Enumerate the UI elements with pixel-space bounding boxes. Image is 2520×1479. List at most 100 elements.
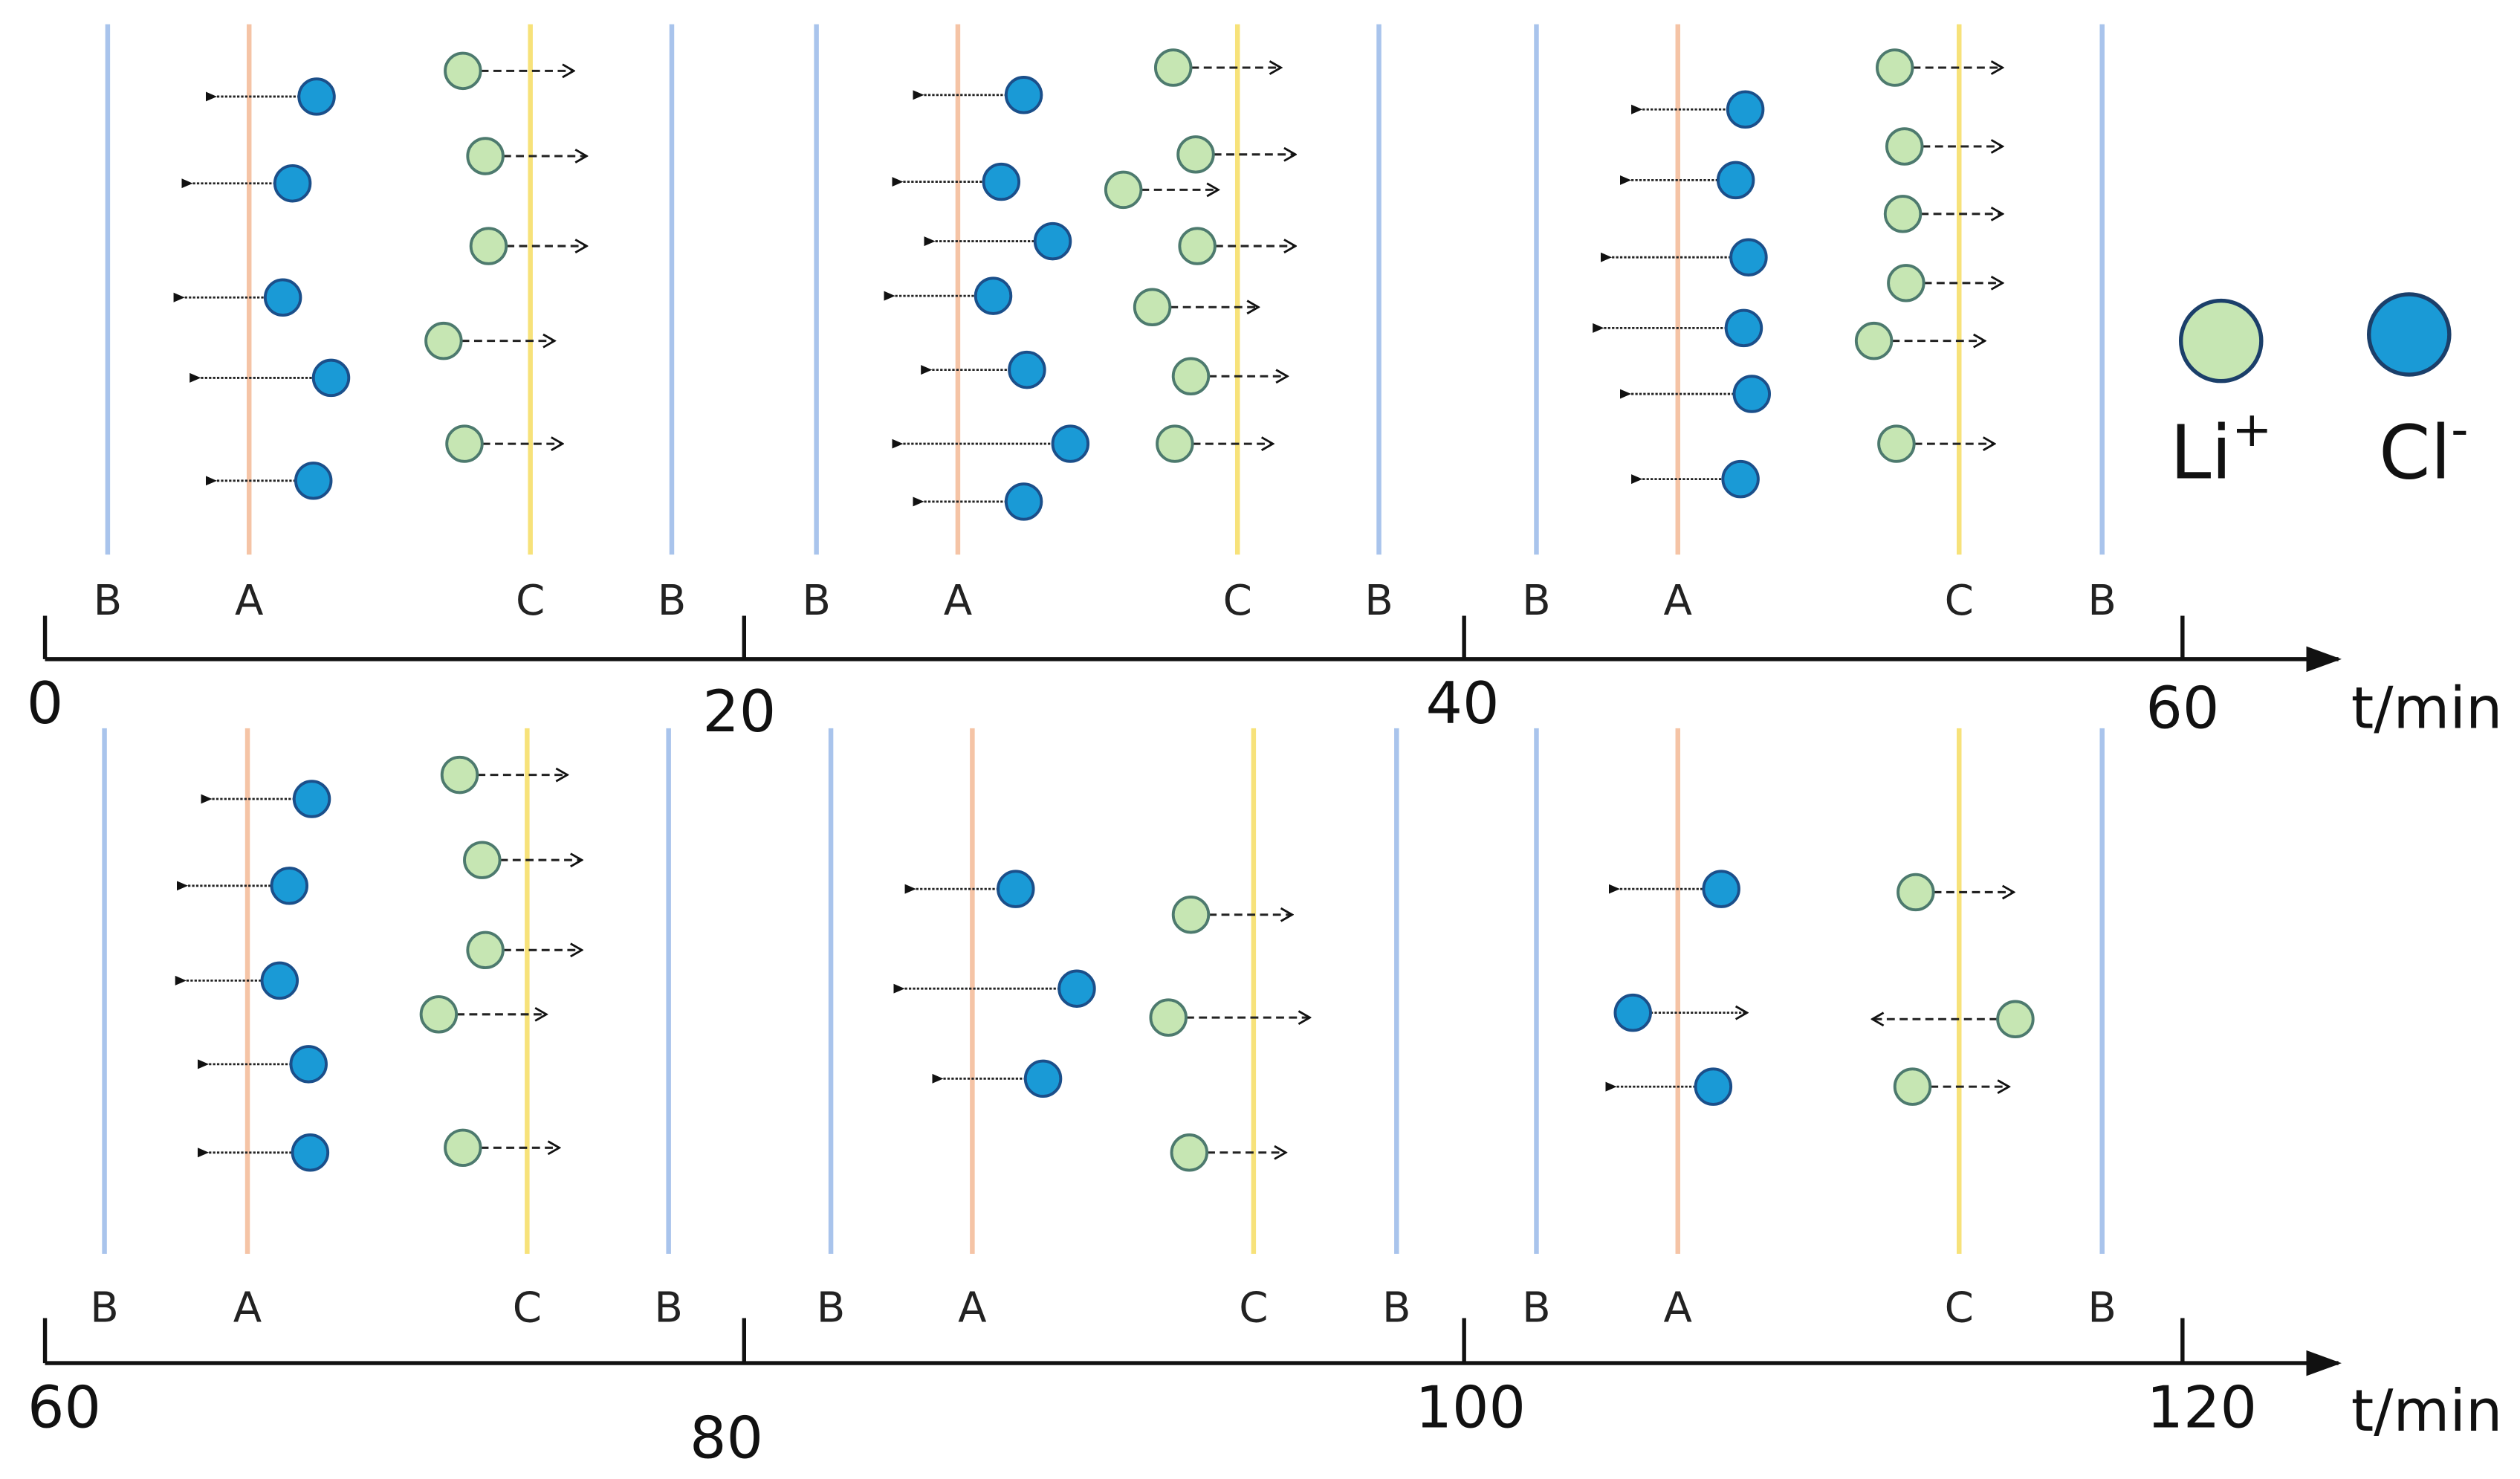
cl-ion (260, 961, 299, 1000)
li-ion (1149, 998, 1188, 1037)
time-tick-label: 0 (27, 670, 64, 737)
li-ion (1170, 1133, 1209, 1172)
li-ion (1176, 135, 1215, 174)
membrane-label: A (958, 1284, 986, 1332)
cl-ion (1726, 90, 1765, 129)
membrane-label: A (1664, 1284, 1692, 1332)
legend-li (2178, 298, 2264, 383)
li-ion (1133, 288, 1172, 326)
cl-ion (1057, 969, 1096, 1008)
membrane-label: B (90, 1284, 119, 1332)
membrane-label: B (654, 1284, 683, 1332)
legend-charge: + (2232, 402, 2272, 458)
cl-ion (1051, 424, 1090, 463)
li-ion (444, 1128, 482, 1168)
cl-ion (289, 1045, 328, 1084)
li-ion (1171, 357, 1211, 395)
membrane-label: C (1239, 1284, 1268, 1332)
cl-ion (311, 358, 351, 398)
cl-ion (974, 276, 1013, 315)
cl-ion (297, 77, 336, 116)
axis-unit: t/min (2351, 1378, 2503, 1445)
cl-ion (291, 1133, 330, 1172)
membrane-label: C (516, 577, 545, 625)
li-ion (1877, 424, 1916, 463)
li-ion (444, 51, 482, 91)
cl-ion (982, 162, 1021, 201)
cl-ion (1716, 161, 1755, 200)
legend-symbol: Li (2170, 411, 2232, 496)
cl-ion (997, 870, 1035, 908)
li-ion (1996, 1000, 2035, 1039)
cl-ion (1694, 1067, 1733, 1106)
li-ion (1178, 227, 1217, 265)
li-ion (1171, 895, 1211, 934)
legend-symbol: Cl (2379, 411, 2451, 496)
cl-ion (1613, 993, 1652, 1032)
cl-ion (1004, 482, 1043, 521)
membrane-label: C (513, 1284, 542, 1332)
cl-ion (1732, 375, 1771, 413)
time-tick-label: 80 (690, 1405, 763, 1472)
li-ion (1893, 1067, 1932, 1106)
membrane-label: B (2087, 577, 2116, 625)
membrane-label: A (235, 577, 263, 625)
membrane-label: C (1223, 577, 1252, 625)
membrane-label: B (1522, 1284, 1551, 1332)
legend-label: Cl- (2379, 402, 2469, 496)
li-ion (466, 137, 505, 175)
cl-ion (1033, 221, 1072, 261)
time-tick-label: 20 (702, 679, 776, 745)
membrane-label: A (233, 1284, 262, 1332)
li-ion (424, 321, 463, 360)
membrane-label: B (1522, 577, 1551, 625)
legend-charge: - (2451, 402, 2468, 458)
time-tick-label: 60 (2145, 676, 2219, 742)
time-tick-label: 100 (1416, 1374, 1526, 1441)
membrane-label: B (2087, 1284, 2116, 1332)
membrane-label: B (658, 577, 687, 625)
membrane-label: A (944, 577, 972, 625)
membrane-label: C (1945, 577, 1974, 625)
cl-ion (270, 867, 309, 905)
li-ion (1156, 424, 1194, 463)
li-ion (445, 424, 484, 463)
membrane-label: A (1664, 577, 1692, 625)
membrane-label: B (1364, 577, 1393, 625)
li-ion (1897, 873, 1935, 912)
cl-ion (1724, 308, 1763, 348)
li-ion (469, 227, 508, 265)
li-ion (440, 755, 479, 794)
cl-ion (294, 462, 333, 500)
li-ion (1883, 195, 1923, 233)
axis-unit: t/min (2351, 676, 2503, 742)
li-ion (1153, 48, 1193, 87)
membrane-label: B (94, 577, 123, 625)
li-ion (1885, 127, 1924, 166)
li-ion (1887, 264, 1925, 302)
time-tick-label: 40 (1425, 670, 1499, 737)
time-tick-label: 120 (2147, 1374, 2258, 1441)
membrane-label: B (1382, 1284, 1411, 1332)
membrane-label: B (817, 1284, 846, 1332)
cl-ion (263, 278, 302, 317)
li-ion (1104, 170, 1143, 210)
membrane-label: B (802, 577, 831, 625)
li-ion (1876, 48, 1914, 87)
cl-ion (1702, 870, 1740, 908)
li-ion (1854, 321, 1894, 360)
cl-ion (273, 164, 312, 203)
li-ion (463, 841, 502, 879)
li-ion (419, 995, 459, 1034)
li-ion (466, 931, 505, 970)
cl-ion (1729, 238, 1768, 276)
cl-ion (1721, 459, 1760, 499)
cl-ion (292, 780, 331, 818)
membrane-label: C (1945, 1284, 1974, 1332)
cl-ion (1023, 1059, 1063, 1098)
legend-label: Li+ (2170, 402, 2272, 496)
legend-cl (2367, 292, 2452, 377)
time-tick-label: 60 (27, 1374, 101, 1441)
cl-ion (1004, 76, 1043, 114)
